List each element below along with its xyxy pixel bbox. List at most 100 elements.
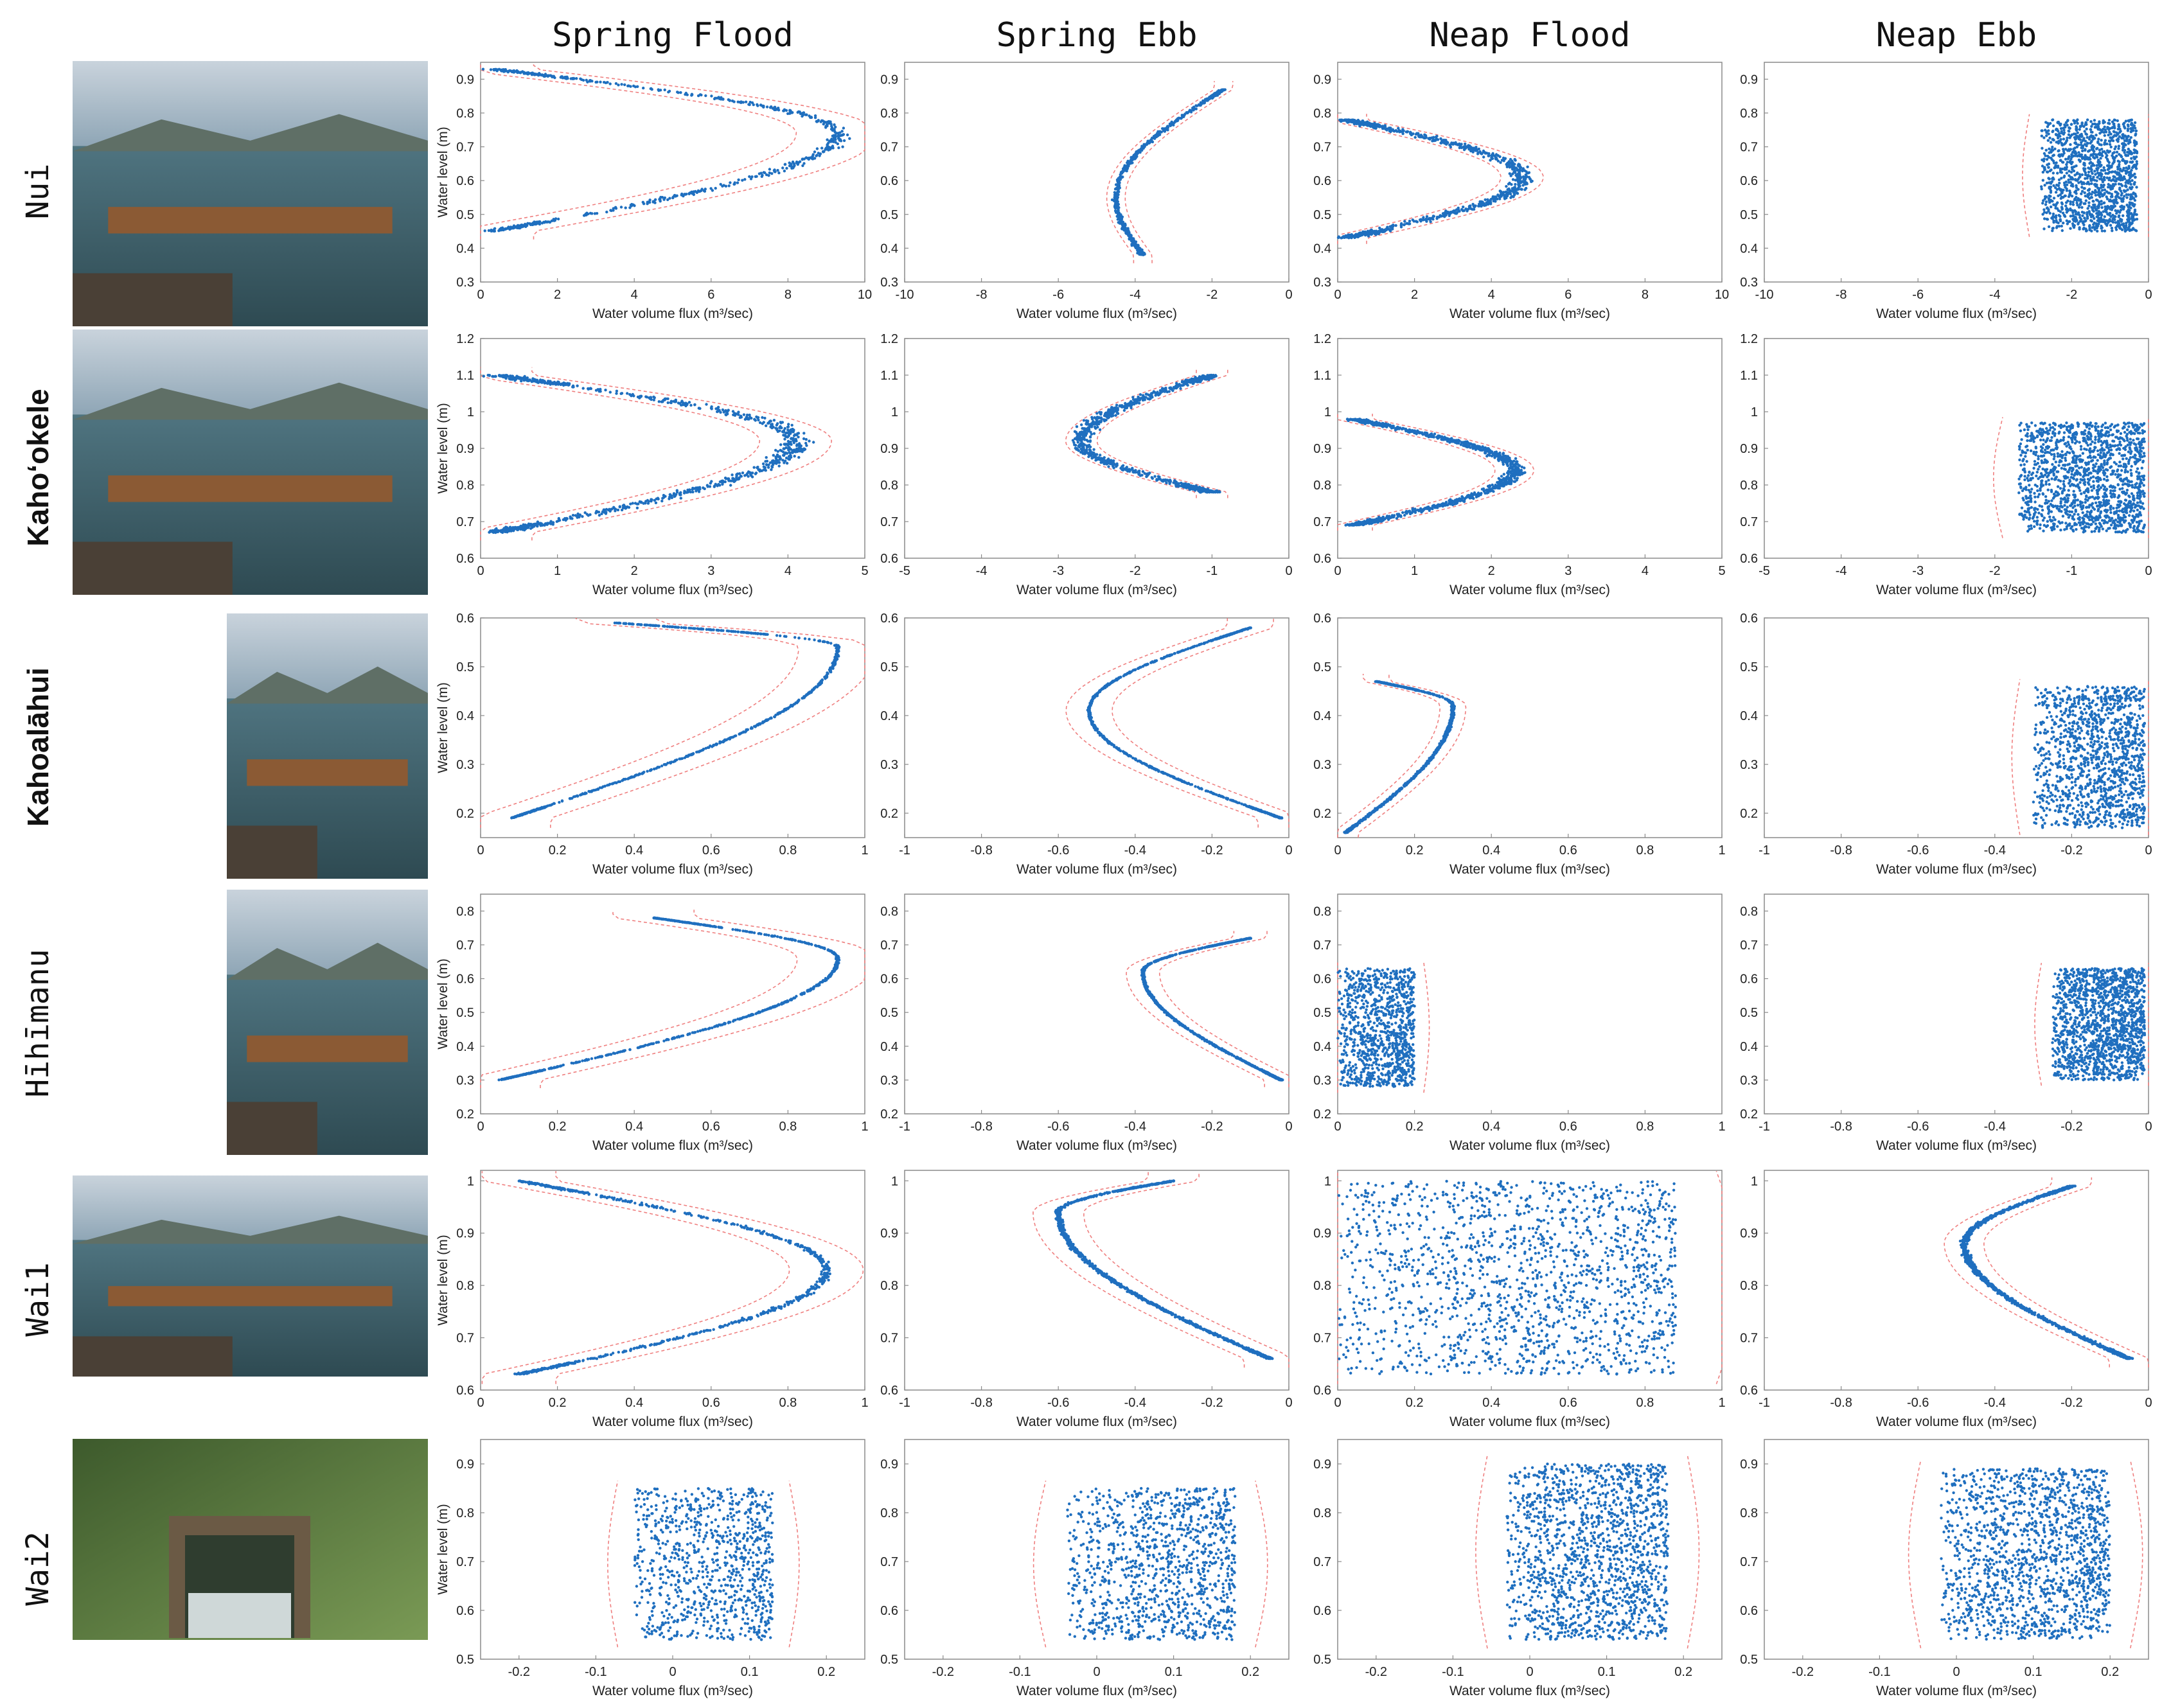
y-tick-label: 0.7 (880, 141, 898, 155)
x-tick-label: 5 (1718, 564, 1725, 578)
site-label: Wai2 (20, 1531, 56, 1606)
x-tick-label: 0 (1334, 1120, 1341, 1134)
x-tick-label: -0.4 (1984, 843, 2006, 858)
y-tick-label: 1 (1751, 1174, 1758, 1188)
x-axis-label: Water volume flux (m³/sec) (1449, 862, 1610, 877)
y-tick-label: 0.4 (456, 709, 474, 723)
x-tick-label: -2 (2066, 288, 2078, 302)
y-tick-label: 0.8 (456, 904, 474, 919)
x-tick-label: -4 (1130, 288, 1141, 302)
x-tick-label: 0.8 (779, 1120, 797, 1134)
x-tick-label: 0 (1285, 1120, 1292, 1134)
y-tick-label: 0.6 (1740, 1604, 1758, 1618)
x-tick-label: -6 (1052, 288, 1064, 302)
scatter-panel: -1 -0.8 -0.6 -0.4 -0.2 00.20.30.40.50.60.70.8… (880, 894, 1292, 1153)
y-tick-label: 0.5 (1313, 1653, 1331, 1667)
y-tick-label: 0.4 (1313, 1040, 1331, 1054)
plot-frame (1764, 1170, 2149, 1390)
plot-frame (481, 894, 865, 1114)
x-tick-label: 1 (861, 843, 868, 858)
y-tick-label: 0.4 (1740, 242, 1758, 256)
x-tick-label: 0.4 (1482, 1396, 1500, 1410)
plot-frame (481, 618, 865, 838)
y-tick-label: 0.7 (1740, 938, 1758, 953)
x-tick-label: -0.1 (1009, 1665, 1031, 1679)
y-tick-label: 0.6 (1313, 973, 1331, 987)
y-axis-label: Water level (m) (436, 127, 450, 218)
y-tick-label: 0.8 (880, 107, 898, 121)
y-tick-label: 0.7 (456, 1332, 474, 1346)
y-tick-label: 0.8 (1740, 479, 1758, 493)
y-tick-label: 0.6 (1740, 973, 1758, 987)
x-tick-label: 0.4 (625, 1396, 643, 1410)
y-tick-label: 0.4 (456, 1040, 474, 1054)
y-tick-label: 0.4 (456, 242, 474, 256)
x-tick-label: 0.2 (1406, 1396, 1424, 1410)
x-tick-label: 0.8 (779, 843, 797, 858)
site-photo (227, 613, 428, 879)
x-tick-label: 0.4 (625, 843, 643, 858)
x-tick-label: 0.6 (702, 843, 720, 858)
y-tick-label: 0.6 (456, 1384, 474, 1398)
x-tick-label: -1 (899, 843, 910, 858)
x-tick-label: 0.8 (1636, 843, 1654, 858)
y-tick-label: 0.9 (880, 1457, 898, 1472)
y-tick-label: 0.5 (1313, 660, 1331, 674)
x-tick-label: -6 (1912, 288, 1924, 302)
y-tick-label: 0.4 (1740, 709, 1758, 723)
x-axis-label: Water volume flux (m³/sec) (1449, 583, 1610, 597)
x-axis-label: Water volume flux (m³/sec) (1876, 1684, 2037, 1698)
y-tick-label: 0.5 (456, 208, 474, 222)
y-tick-label: 0.6 (880, 1604, 898, 1618)
plot-frame (905, 1170, 1289, 1390)
x-tick-label: 0.4 (1482, 1120, 1500, 1134)
x-tick-label: 0.2 (1406, 843, 1424, 858)
y-tick-label: 0.7 (1740, 1555, 1758, 1569)
scatter-panel: -1 -0.8 -0.6 -0.4 -0.2 00.20.30.40.50.6Water … (1740, 612, 2152, 877)
x-axis-label: Water volume flux (m³/sec) (1876, 1414, 2037, 1429)
y-tick-label: 0.7 (880, 938, 898, 953)
y-tick-label: 0.5 (880, 208, 898, 222)
y-tick-label: 0.4 (880, 242, 898, 256)
x-tick-label: 2 (631, 564, 638, 578)
site-photo (73, 330, 428, 595)
y-tick-label: 0.7 (1313, 1555, 1331, 1569)
plot-frame (905, 339, 1289, 558)
y-tick-label: 0.6 (880, 612, 898, 626)
x-tick-label: -0.4 (1984, 1120, 2006, 1134)
site-label: Nui (20, 164, 56, 220)
y-tick-label: 0.5 (456, 1653, 474, 1667)
x-tick-label: -4 (976, 564, 988, 578)
y-tick-label: 0.7 (880, 1555, 898, 1569)
x-tick-label: -1 (2066, 564, 2078, 578)
y-tick-label: 0.2 (456, 807, 474, 821)
x-tick-label: -10 (896, 288, 914, 302)
x-tick-label: 10 (1715, 288, 1729, 302)
x-tick-label: 3 (707, 564, 714, 578)
y-tick-label: 0.5 (880, 1653, 898, 1667)
y-tick-label: 0.8 (456, 1506, 474, 1520)
y-tick-label: 1.2 (456, 332, 474, 346)
y-tick-label: 0.5 (1740, 660, 1758, 674)
y-tick-label: 1 (891, 405, 898, 419)
x-tick-label: -0.6 (1047, 843, 1069, 858)
x-tick-label: 0.8 (1636, 1120, 1654, 1134)
y-tick-label: 0.6 (1740, 174, 1758, 188)
x-tick-label: 0 (1334, 288, 1341, 302)
x-axis-label: Water volume flux (m³/sec) (1449, 1138, 1610, 1153)
plot-frame (1338, 618, 1722, 838)
y-tick-label: 0.5 (1313, 208, 1331, 222)
x-tick-label: -0.2 (2060, 1120, 2082, 1134)
x-tick-label: 0.2 (2101, 1665, 2119, 1679)
x-tick-label: 0.4 (625, 1120, 643, 1134)
y-tick-label: 0.8 (1313, 904, 1331, 919)
x-tick-label: 0.1 (2025, 1665, 2043, 1679)
